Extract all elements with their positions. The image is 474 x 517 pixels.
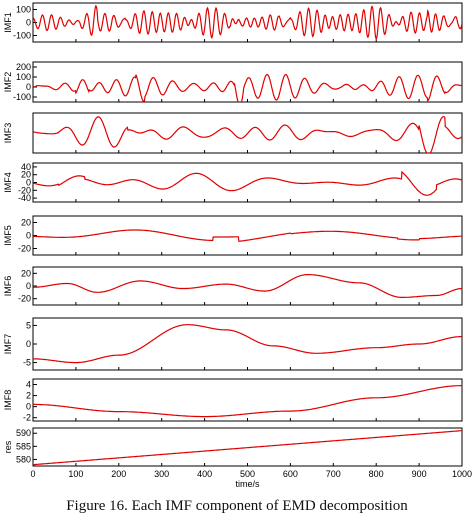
y-tick-label: 5 (26, 320, 31, 330)
y-tick-label: 590 (16, 428, 31, 438)
y-tick-label: -20 (18, 185, 31, 195)
y-tick-label: 4 (26, 380, 31, 390)
imf-panel-6: 20 0 -20 IMF6 (3, 266, 463, 306)
x-tick-label: 900 (412, 469, 427, 479)
panel-frame (32, 215, 463, 256)
series-line-IMF7 (33, 324, 462, 364)
y-tick-label: -100 (13, 31, 31, 41)
y-tick-label: 20 (21, 170, 31, 180)
y-tick-label: 20 (21, 268, 31, 278)
y-tick-label: 2 (26, 391, 31, 401)
panel-frame (32, 2, 463, 43)
y-axis-label: IMF8 (3, 390, 13, 411)
y-tick-label: 20 (21, 218, 31, 228)
y-tick-label: 0 (26, 339, 31, 349)
x-tick-label: 100 (68, 469, 83, 479)
y-tick-label: 100 (16, 72, 31, 82)
x-tick-label: 0 (30, 469, 35, 479)
x-tick-label: 200 (111, 469, 126, 479)
y-axis-label: IMF6 (3, 276, 13, 297)
panel-frame (32, 61, 463, 103)
y-tick-label: 100 (16, 5, 31, 15)
figure-caption: Figure 16. Each IMF component of EMD dec… (66, 498, 408, 514)
y-tick-label: -20 (18, 244, 31, 254)
y-tick-label: -5 (23, 358, 31, 368)
imf-panel-8: 420-2 IMF8 (3, 378, 463, 423)
y-tick-label: 0 (26, 231, 31, 241)
panel-frame (32, 266, 463, 306)
x-tick-label: 300 (154, 469, 169, 479)
series-line-IMF4 (33, 170, 462, 196)
x-tick-label: 1000 (452, 469, 472, 479)
y-tick-label: 580 (16, 454, 31, 464)
y-tick-label: 0 (26, 281, 31, 291)
imf-panel-3: IMF3 (3, 112, 463, 154)
y-axis-label: IMF7 (3, 334, 13, 355)
y-tick-label: 0 (26, 18, 31, 28)
series-line-IMF3 (33, 116, 462, 153)
series-line-IMF5 (33, 229, 462, 242)
y-axis-label: IMF5 (3, 225, 13, 246)
series-line-res (33, 430, 462, 466)
y-tick-label: -2 (23, 413, 31, 423)
y-tick-label: 0 (26, 178, 31, 188)
x-axis-label: time/s (235, 479, 260, 489)
y-tick-label: 40 (21, 162, 31, 172)
y-axis-label: IMF2 (3, 72, 13, 93)
series-line-IMF1 (33, 4, 462, 40)
y-tick-label: 0 (26, 402, 31, 412)
y-tick-label: 200 (16, 62, 31, 72)
imf-panel-5: 20 0 -20 IMF5 (3, 215, 463, 256)
panel-frame (32, 162, 463, 203)
x-tick-label: 400 (197, 469, 212, 479)
x-tick-label: 800 (369, 469, 384, 479)
x-tick-label: 700 (326, 469, 341, 479)
y-tick-label: -100 (13, 92, 31, 102)
imf-panel-7: 5 0 -5 IMF7 (3, 317, 463, 371)
y-axis-label: IMF4 (3, 172, 13, 193)
panel-frame (32, 427, 463, 467)
panel-frame (32, 317, 463, 371)
series-line-IMF2 (33, 73, 462, 102)
y-tick-label: -20 (18, 294, 31, 304)
panel-frame (32, 378, 463, 422)
x-tick-label: 500 (240, 469, 255, 479)
series-line-IMF8 (33, 385, 462, 418)
y-axis-label: IMF1 (3, 12, 13, 33)
y-tick-label: 585 (16, 441, 31, 451)
y-axis-label: res (3, 440, 13, 453)
series-line-IMF6 (33, 274, 462, 298)
x-tick-label: 600 (283, 469, 298, 479)
y-tick-label: 0 (26, 82, 31, 92)
y-tick-label: -40 (18, 193, 31, 203)
y-axis-label: IMF3 (3, 123, 13, 144)
